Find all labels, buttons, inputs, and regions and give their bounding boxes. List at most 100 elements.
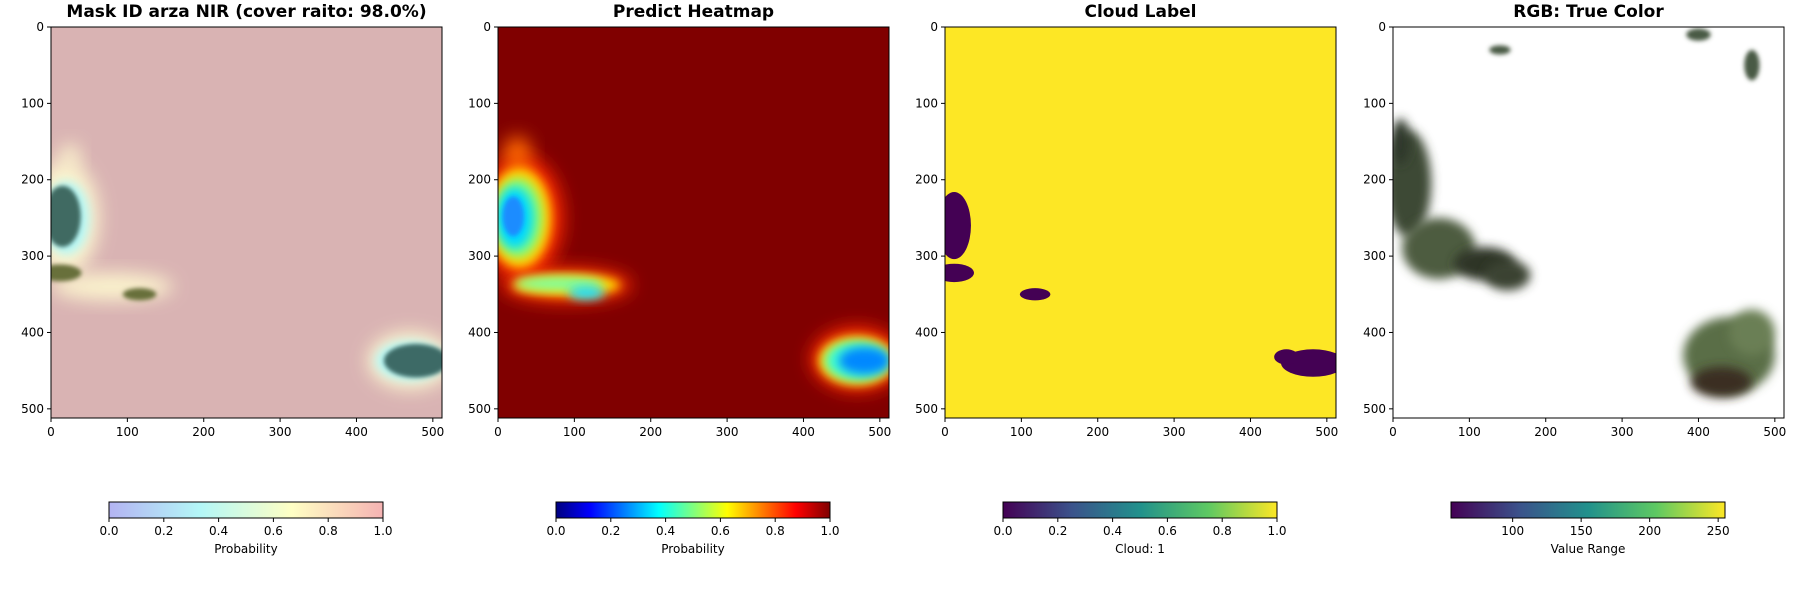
panel-title: Predict Heatmap xyxy=(613,2,774,22)
colorbar-label: Cloud: 1 xyxy=(1115,542,1165,556)
heat-low xyxy=(568,285,605,300)
colorbar xyxy=(555,501,831,519)
x-tick-label: 100 xyxy=(1010,425,1033,439)
x-tick-label: 200 xyxy=(639,425,662,439)
axes-frame xyxy=(497,26,890,419)
heat-rim xyxy=(503,136,531,170)
y-tick-label: 300 xyxy=(468,249,491,263)
y-tick-label: 400 xyxy=(468,325,491,339)
axes-frame xyxy=(50,26,443,419)
x-tick-label: 500 xyxy=(1763,425,1786,439)
y-tick-label: 200 xyxy=(468,173,491,187)
y-tick-label: 100 xyxy=(21,96,44,110)
colorbar-tick-label: 200 xyxy=(1638,524,1661,538)
y-tick-label: 400 xyxy=(21,325,44,339)
cloud-free-region xyxy=(945,191,971,260)
colorbar-tick-label: 0.2 xyxy=(154,524,173,538)
axes-frame xyxy=(1392,26,1785,419)
panel-title: Cloud Label xyxy=(1084,2,1196,22)
colorbar-tick-label: 0.0 xyxy=(99,524,118,538)
x-tick-label: 100 xyxy=(563,425,586,439)
y-tick-label: 300 xyxy=(21,249,44,263)
x-tick-label: 500 xyxy=(421,425,444,439)
colorbar-tick-label: 1.0 xyxy=(1267,524,1286,538)
heat-core xyxy=(502,196,524,237)
colorbar-tick-label: 0.8 xyxy=(1213,524,1232,538)
colorbar-tick-label: 250 xyxy=(1707,524,1730,538)
colorbar-tick-label: 0.6 xyxy=(264,524,283,538)
cloud-free-region xyxy=(945,263,975,283)
colorbar xyxy=(1450,501,1726,519)
y-tick-label: 500 xyxy=(468,402,491,416)
y-tick-label: 200 xyxy=(21,173,44,187)
y-tick-label: 500 xyxy=(1363,402,1386,416)
cloud-free-region xyxy=(1019,288,1051,301)
colorbar-tick-label: 0.6 xyxy=(711,524,730,538)
x-tick-label: 200 xyxy=(192,425,215,439)
y-tick-label: 0 xyxy=(483,20,491,34)
colorbar-tick-label: 0.0 xyxy=(993,524,1012,538)
y-tick-label: 0 xyxy=(930,20,938,34)
colorbar-tick-label: 0.8 xyxy=(766,524,785,538)
colorbar xyxy=(1002,501,1278,519)
y-tick-label: 300 xyxy=(915,249,938,263)
x-tick-label: 0 xyxy=(47,425,55,439)
x-tick-label: 400 xyxy=(1687,425,1710,439)
colorbar-tick-label: 100 xyxy=(1501,524,1524,538)
y-tick-label: 0 xyxy=(36,20,44,34)
x-tick-label: 500 xyxy=(868,425,891,439)
land-patch xyxy=(1744,49,1760,81)
x-tick-label: 0 xyxy=(941,425,949,439)
image-area xyxy=(945,27,1336,418)
colorbar xyxy=(108,501,384,519)
x-tick-label: 400 xyxy=(345,425,368,439)
image-area xyxy=(498,27,889,418)
x-tick-label: 400 xyxy=(792,425,815,439)
y-tick-label: 100 xyxy=(468,96,491,110)
x-tick-label: 500 xyxy=(1315,425,1338,439)
land-patch xyxy=(1484,259,1531,291)
colorbar-label: Value Range xyxy=(1551,542,1626,556)
y-tick-label: 200 xyxy=(1363,173,1386,187)
cloud-free-region xyxy=(383,343,442,378)
y-tick-label: 500 xyxy=(915,402,938,416)
cloud-free-region xyxy=(1274,349,1299,365)
colorbar-label: Probability xyxy=(214,542,277,556)
heat-low xyxy=(838,346,889,375)
x-tick-label: 300 xyxy=(1163,425,1186,439)
colorbar-tick-label: 0.0 xyxy=(546,524,565,538)
image-background xyxy=(945,27,1336,418)
image-area xyxy=(51,27,442,418)
y-tick-label: 100 xyxy=(915,96,938,110)
axes-frame xyxy=(944,26,1337,419)
x-tick-label: 0 xyxy=(1389,425,1397,439)
colorbar-tick-label: 0.2 xyxy=(601,524,620,538)
y-tick-label: 100 xyxy=(1363,96,1386,110)
y-tick-label: 400 xyxy=(1363,325,1386,339)
image-area xyxy=(1393,27,1784,418)
cloud-free-region xyxy=(51,185,81,247)
panel-title: RGB: True Color xyxy=(1513,2,1664,22)
y-tick-label: 0 xyxy=(1378,20,1386,34)
x-tick-label: 300 xyxy=(716,425,739,439)
colorbar-tick-label: 0.4 xyxy=(209,524,228,538)
colorbar-tick-label: 0.4 xyxy=(1103,524,1122,538)
x-tick-label: 0 xyxy=(494,425,502,439)
x-tick-label: 400 xyxy=(1239,425,1262,439)
x-tick-label: 100 xyxy=(116,425,139,439)
y-tick-label: 400 xyxy=(915,325,938,339)
halo xyxy=(59,143,81,171)
y-tick-label: 500 xyxy=(21,402,44,416)
y-tick-label: 200 xyxy=(915,173,938,187)
x-tick-label: 300 xyxy=(1611,425,1634,439)
colorbar-tick-label: 150 xyxy=(1570,524,1593,538)
panel-title: Mask ID arza NIR (cover raito: 98.0%) xyxy=(66,2,426,22)
x-tick-label: 200 xyxy=(1534,425,1557,439)
x-tick-label: 300 xyxy=(269,425,292,439)
land-patch xyxy=(1686,28,1711,41)
colorbar-tick-label: 1.0 xyxy=(373,524,392,538)
